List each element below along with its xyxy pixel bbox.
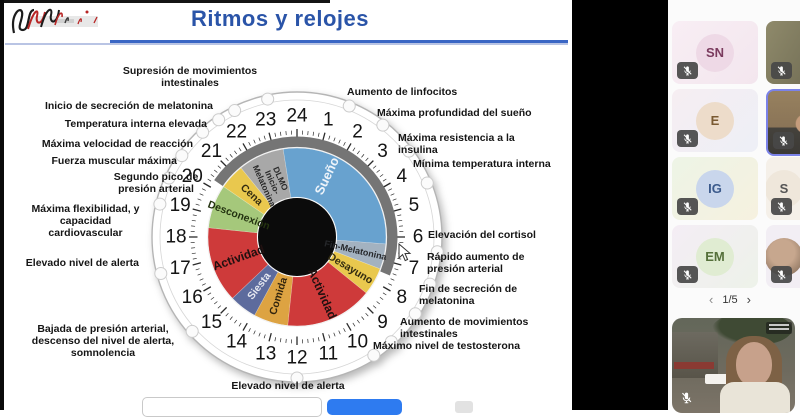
participant-tile[interactable] <box>766 225 800 288</box>
participant-tile[interactable]: E <box>672 89 758 152</box>
svg-text:9: 9 <box>377 312 388 333</box>
send-button[interactable] <box>327 399 402 415</box>
svg-text:13: 13 <box>255 343 276 364</box>
clock-event-label: Máxima flexibilidad, y capacidad cardiov… <box>28 204 143 240</box>
slide-title: Ritmos y relojes <box>130 6 430 32</box>
svg-text:19: 19 <box>170 195 191 216</box>
clock-event-label: Elevación del cortisol <box>428 230 536 242</box>
svg-text:22: 22 <box>226 122 247 143</box>
title-divider <box>110 40 568 43</box>
toolbar-extra-icon[interactable] <box>455 401 473 413</box>
participant-tile[interactable]: SN <box>672 21 758 84</box>
mic-off-icon <box>677 198 698 215</box>
clock-event-label: Rápido aumento de presión arterial <box>427 252 532 276</box>
svg-text:14: 14 <box>226 331 248 352</box>
title-divider-light <box>5 43 568 45</box>
window-left-edge <box>0 0 4 410</box>
participant-tile[interactable]: S <box>766 157 800 220</box>
svg-text:8: 8 <box>397 287 408 308</box>
svg-text:24: 24 <box>286 106 308 127</box>
clock-event-label: Mínima temperatura interna <box>413 159 551 171</box>
svg-text:12: 12 <box>286 348 307 369</box>
clock-event-label: Máxima velocidad de reacción <box>42 139 193 151</box>
svg-text:3: 3 <box>377 141 388 162</box>
active-speaker-video-tile[interactable] <box>766 89 800 156</box>
avatar: EM <box>696 238 734 276</box>
clock-event-label: Fin de secreción de melatonina <box>419 284 519 308</box>
clock-event-label: Aumento de linfocitos <box>347 87 457 99</box>
avatar: SN <box>696 34 734 72</box>
avatar: IG <box>696 170 734 208</box>
participant-tile[interactable]: IG <box>672 157 758 220</box>
letterbox-strip <box>572 0 668 410</box>
mic-off-icon <box>677 266 698 283</box>
clock-event-label: Segundo pico de presión arterial <box>100 172 212 196</box>
clock-event-label: Máxima resistencia a la insulina <box>398 133 518 157</box>
clock-event-label: Bajada de presión arterial, descenso del… <box>28 324 178 360</box>
video-watermark <box>766 322 792 334</box>
mic-off-icon <box>771 266 792 283</box>
mic-off-icon <box>677 62 698 79</box>
svg-text:10: 10 <box>347 331 368 352</box>
self-face <box>736 342 772 386</box>
participant-video-tile[interactable] <box>766 21 800 84</box>
avatar: E <box>696 102 734 140</box>
page-indicator: 1/5 <box>722 294 737 306</box>
gallery-pagination: ‹ 1/5 › <box>668 292 792 307</box>
svg-text:18: 18 <box>165 227 186 248</box>
clock-event-label: Aumento de movimientos intestinales <box>400 317 535 341</box>
clock-event-label: Inicio de secreción de melatonina <box>45 101 213 113</box>
svg-text:6: 6 <box>413 227 424 248</box>
mic-off-icon <box>771 62 792 79</box>
participant-tile[interactable]: EM <box>672 225 758 288</box>
mic-off-icon <box>771 198 792 215</box>
svg-text:5: 5 <box>409 195 420 216</box>
svg-text:2: 2 <box>352 122 363 143</box>
next-page-button[interactable]: › <box>747 292 751 307</box>
svg-text:16: 16 <box>182 287 203 308</box>
self-video-tile[interactable] <box>672 318 795 413</box>
svg-text:17: 17 <box>170 258 191 279</box>
clock-event-label: Supresión de movimientos intestinales <box>115 66 265 90</box>
clock-event-label: Temperatura interna elevada <box>65 119 207 131</box>
clock-event-label: Máximo nivel de testosterona <box>373 341 520 353</box>
clock-event-label: Fuerza muscular máxima <box>52 156 177 168</box>
clock-event-label: Máxima profundidad del sueño <box>377 108 532 120</box>
clock-event-label: Elevado nivel de alerta <box>26 258 139 270</box>
participants-panel: SN E IG S EM <box>668 0 800 410</box>
mic-off-icon <box>773 132 794 149</box>
svg-text:1: 1 <box>323 110 334 131</box>
comment-input[interactable] <box>142 397 322 417</box>
mouse-cursor-icon <box>398 243 412 263</box>
svg-text:4: 4 <box>397 166 408 187</box>
prev-page-button[interactable]: ‹ <box>709 292 713 307</box>
svg-text:21: 21 <box>201 141 222 162</box>
mic-off-icon <box>680 391 693 409</box>
self-shirt <box>720 382 790 413</box>
svg-text:23: 23 <box>255 110 276 131</box>
svg-text:11: 11 <box>318 343 338 364</box>
svg-text:15: 15 <box>201 312 222 333</box>
clock-event-label: Elevado nivel de alerta <box>218 381 358 393</box>
background-buildings <box>672 332 718 378</box>
background-awning <box>674 362 714 369</box>
mic-off-icon <box>677 130 698 147</box>
logo <box>8 3 110 37</box>
